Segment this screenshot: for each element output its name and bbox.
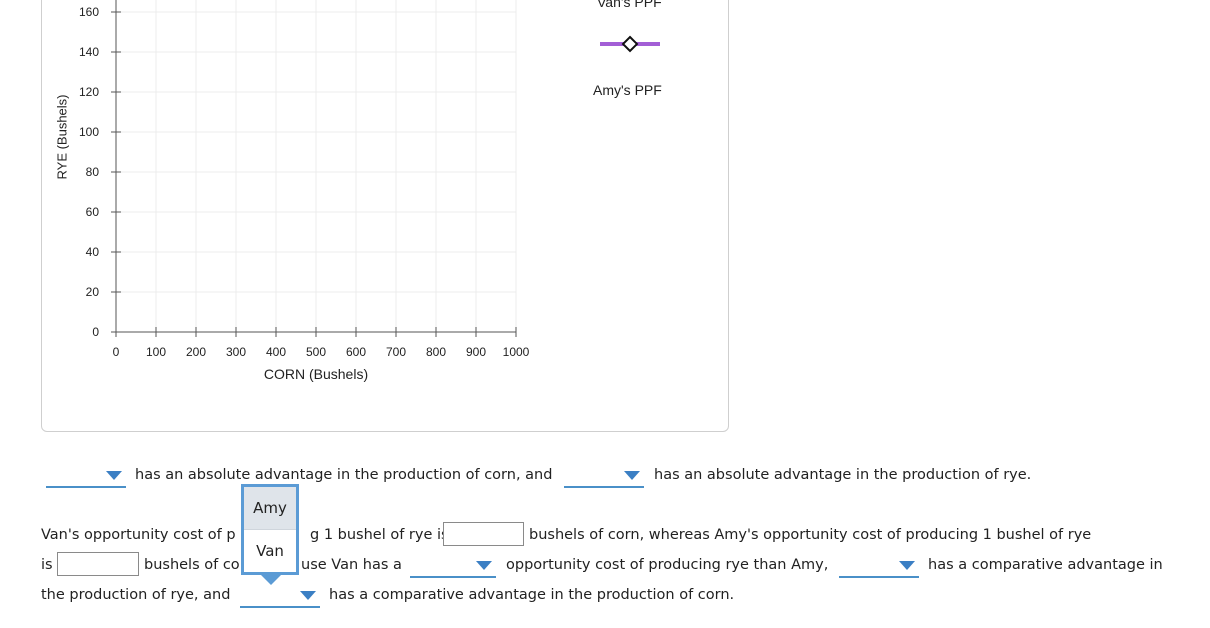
x-tick-label: 300 — [226, 345, 246, 359]
y-tick-label: 140 — [79, 45, 99, 59]
x-axis-label: CORN (Bushels) — [264, 366, 368, 382]
q2-text-4: bushels of co — [144, 557, 240, 573]
absolute-advantage-rye-dropdown[interactable] — [564, 466, 644, 488]
q2-text-1: Van's opportunity cost of p — [41, 527, 236, 543]
y-tick-label: 60 — [86, 205, 100, 219]
absolute-advantage-corn-dropdown[interactable] — [46, 466, 126, 488]
y-tick-label: 20 — [86, 285, 100, 299]
x-tick-label: 900 — [466, 345, 486, 359]
q2-text-7: has a comparative advantage in — [928, 557, 1163, 573]
chevron-down-icon — [300, 591, 316, 600]
comparative-advantage-corn-dropdown[interactable] — [240, 586, 320, 608]
x-tick-label: 1000 — [503, 345, 530, 359]
q2-text-is: is — [41, 557, 53, 573]
higher-lower-dropdown[interactable] — [410, 556, 496, 578]
dropdown-option-amy[interactable]: Amy — [244, 487, 296, 530]
dropdown-popup: Amy Van — [241, 484, 299, 585]
y-tick-label: 40 — [86, 245, 100, 259]
q2-text-2: g 1 bushel of rye is — [310, 527, 449, 543]
dropdown-option-van[interactable]: Van — [256, 542, 284, 560]
y-axis-ticks: 0 20 40 60 80 100 120 140 160 — [79, 5, 121, 339]
x-tick-label: 500 — [306, 345, 326, 359]
y-tick-label: 0 — [92, 325, 99, 339]
q1-text-1: has an absolute advantage in the product… — [135, 467, 553, 483]
y-tick-label: 160 — [79, 5, 99, 19]
y-tick-label: 120 — [79, 85, 99, 99]
x-tick-label: 600 — [346, 345, 366, 359]
y-axis-label: RYE (Bushels) — [54, 94, 70, 180]
chevron-down-icon — [106, 471, 122, 480]
y-tick-label: 80 — [86, 165, 100, 179]
x-tick-label: 0 — [113, 345, 120, 359]
popup-pointer — [261, 575, 281, 585]
x-tick-label: 400 — [266, 345, 286, 359]
x-axis-ticks: 0 100 200 300 400 500 600 700 800 900 1000 — [113, 327, 530, 359]
chevron-down-icon — [476, 561, 492, 570]
ppf-chart: 0 20 40 60 80 100 120 140 160 0 100 200 300 400 500 60… — [79, 0, 530, 382]
x-tick-label: 100 — [146, 345, 166, 359]
diamond-icon — [621, 35, 639, 53]
x-tick-label: 800 — [426, 345, 446, 359]
q2-text-6: opportunity cost of producing rye than A… — [506, 557, 829, 573]
comparative-advantage-rye-dropdown[interactable] — [839, 556, 919, 578]
chevron-down-icon — [624, 471, 640, 480]
x-tick-label: 700 — [386, 345, 406, 359]
legend-label-van: Van's PPF — [597, 0, 662, 10]
chart-gridlines — [115, 0, 517, 333]
legend-label-amy: Amy's PPF — [593, 82, 662, 98]
legend-amy-ppf-marker[interactable] — [596, 34, 666, 54]
q2-text-3: bushels of corn, whereas Amy's opportuni… — [529, 527, 1092, 543]
amy-opportunity-cost-input[interactable] — [57, 552, 139, 576]
q3-text-2: has a comparative advantage in the produ… — [329, 587, 735, 603]
chevron-down-icon — [899, 561, 915, 570]
q3-text-1: the production of rye, and — [41, 587, 231, 603]
van-opportunity-cost-input[interactable] — [443, 522, 524, 546]
q1-text-2: has an absolute advantage in the product… — [654, 467, 1032, 483]
x-tick-label: 200 — [186, 345, 206, 359]
q2-text-5: use Van has a — [301, 557, 402, 573]
y-tick-label: 100 — [79, 125, 99, 139]
